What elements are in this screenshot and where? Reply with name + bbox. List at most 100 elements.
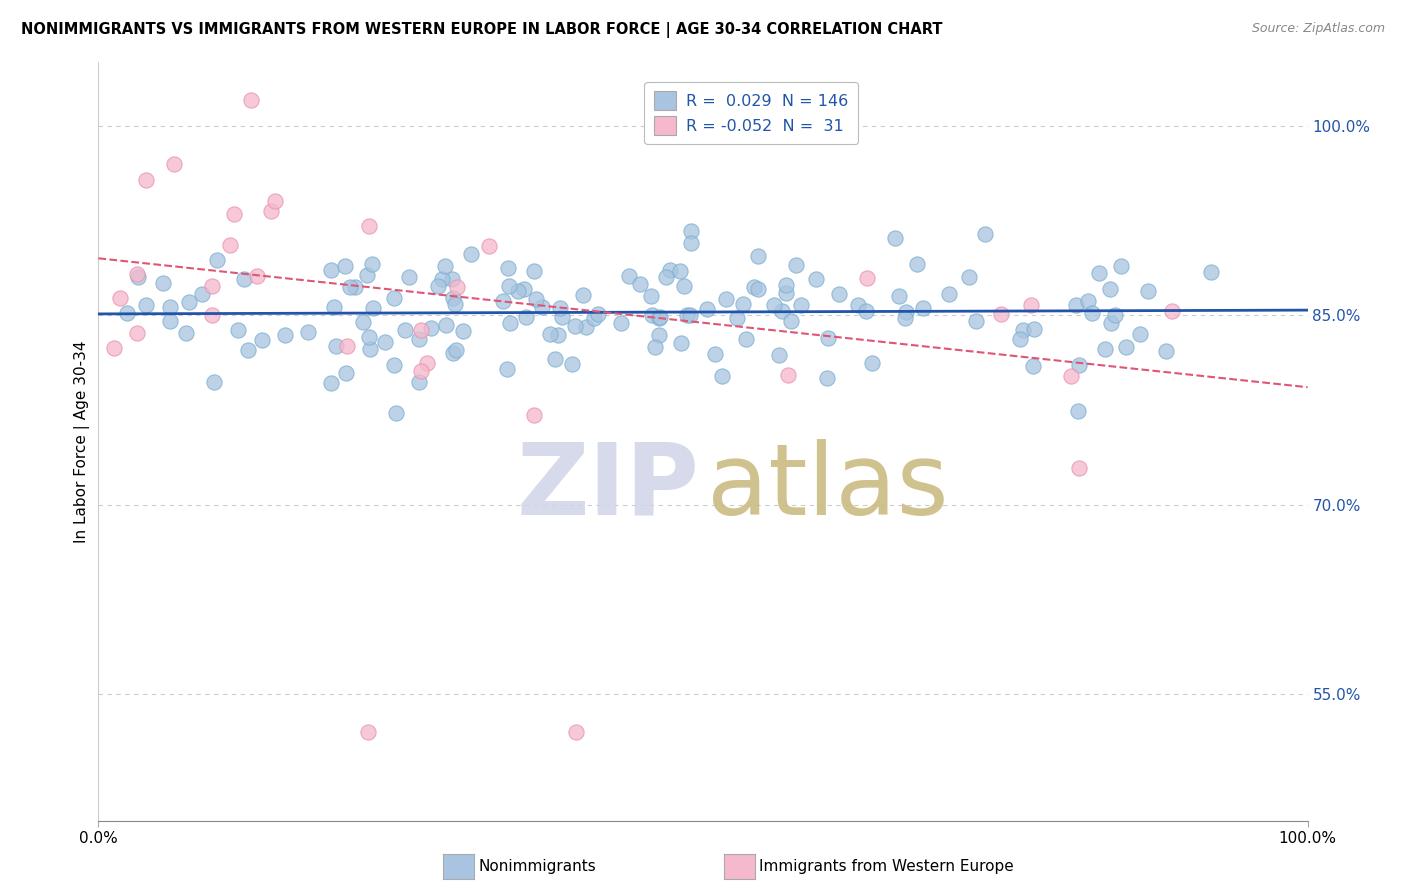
Point	[382, 291, 405, 305]
Point	[672, 279, 695, 293]
Point	[1129, 326, 1152, 341]
Point	[495, 362, 517, 376]
Point	[1199, 265, 1222, 279]
Point	[679, 308, 702, 322]
Point	[460, 247, 482, 261]
Point	[446, 280, 468, 294]
Point	[499, 316, 522, 330]
Point	[408, 332, 430, 346]
Point	[564, 725, 586, 739]
Point	[224, 207, 246, 221]
Point	[508, 284, 530, 298]
Point	[905, 257, 928, 271]
Point	[1160, 304, 1182, 318]
Point	[775, 286, 797, 301]
Point	[263, 194, 285, 209]
Point	[103, 341, 125, 355]
Point	[911, 301, 934, 315]
Point	[492, 294, 515, 309]
Point	[159, 300, 181, 314]
Point	[884, 230, 907, 244]
Point	[333, 260, 356, 274]
Point	[1067, 358, 1090, 372]
Point	[297, 326, 319, 340]
Point	[817, 331, 839, 345]
Point	[742, 280, 765, 294]
Point	[648, 310, 671, 325]
Point	[174, 326, 197, 341]
Point	[572, 288, 595, 302]
Point	[322, 300, 344, 314]
Point	[409, 323, 432, 337]
Point	[1111, 259, 1133, 273]
Point	[681, 235, 703, 250]
Point	[524, 292, 547, 306]
Point	[575, 319, 598, 334]
Point	[177, 295, 200, 310]
Point	[648, 327, 671, 342]
Point	[1154, 343, 1177, 358]
Point	[1094, 342, 1116, 356]
Point	[240, 94, 263, 108]
Point	[1115, 340, 1137, 354]
Point	[1022, 359, 1045, 373]
Point	[228, 323, 250, 337]
Point	[440, 272, 463, 286]
Point	[135, 173, 157, 187]
Point	[827, 286, 849, 301]
Point	[548, 301, 571, 315]
Point	[515, 310, 537, 324]
Point	[219, 238, 242, 252]
Legend: R =  0.029  N = 146, R = -0.052  N =  31: R = 0.029 N = 146, R = -0.052 N = 31	[644, 82, 858, 145]
Point	[382, 358, 405, 372]
Point	[207, 253, 229, 268]
Point	[544, 351, 567, 366]
Point	[790, 298, 813, 312]
Point	[725, 311, 748, 326]
Point	[974, 227, 997, 241]
Point	[125, 326, 148, 341]
Point	[232, 271, 254, 285]
Point	[776, 368, 799, 383]
Point	[676, 308, 699, 322]
Point	[894, 310, 917, 325]
Point	[201, 308, 224, 322]
Point	[416, 356, 439, 370]
Point	[658, 262, 681, 277]
Point	[815, 371, 838, 385]
Point	[860, 356, 883, 370]
Point	[641, 308, 664, 322]
Point	[163, 156, 186, 170]
Point	[1099, 317, 1122, 331]
Point	[356, 268, 378, 283]
Point	[434, 318, 457, 332]
Point	[432, 271, 454, 285]
Point	[733, 297, 755, 311]
Point	[669, 336, 692, 351]
Point	[550, 310, 572, 325]
Point	[236, 343, 259, 357]
Point	[127, 270, 149, 285]
Point	[696, 301, 718, 316]
Point	[361, 257, 384, 271]
Point	[343, 279, 366, 293]
Point	[398, 270, 420, 285]
Point	[408, 375, 430, 389]
Point	[747, 282, 769, 296]
Point	[628, 277, 651, 292]
Point	[152, 277, 174, 291]
Point	[582, 311, 605, 326]
Point	[1011, 323, 1033, 337]
Point	[513, 282, 536, 296]
Point	[1104, 308, 1126, 322]
Point	[523, 408, 546, 422]
Point	[321, 376, 343, 390]
Point	[1064, 298, 1087, 312]
Point	[523, 263, 546, 277]
Point	[804, 272, 827, 286]
Point	[1022, 322, 1045, 336]
Point	[359, 342, 381, 356]
Point	[394, 323, 416, 337]
Point	[202, 375, 225, 389]
Point	[770, 304, 793, 318]
